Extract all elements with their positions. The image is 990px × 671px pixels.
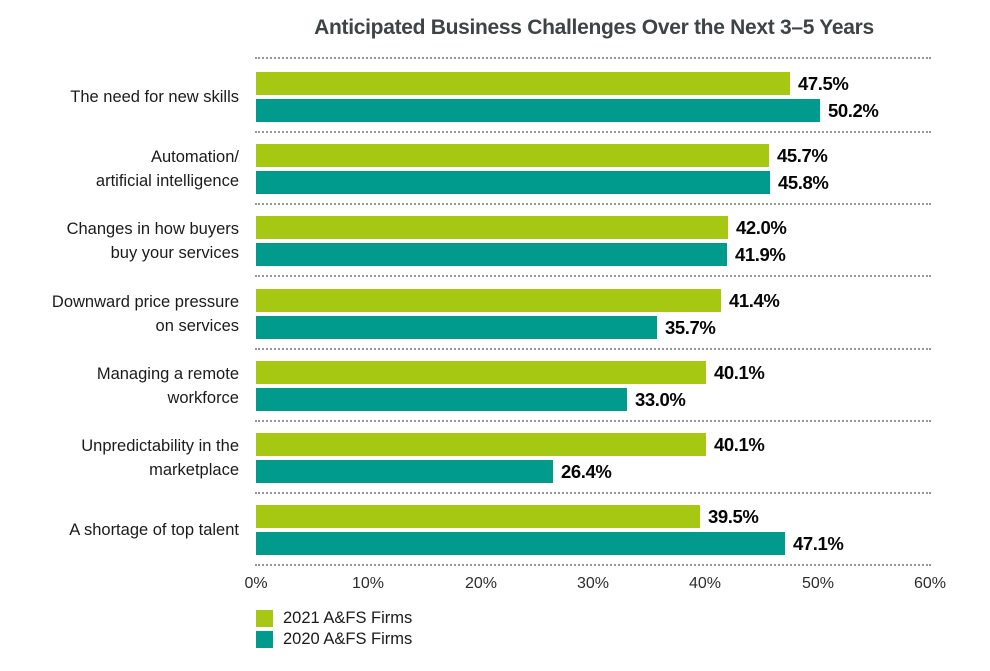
- value-label: 39.5%: [708, 506, 759, 527]
- x-tick-label: 0%: [244, 575, 268, 592]
- bar-2020: [256, 243, 727, 266]
- value-label: 26.4%: [561, 461, 612, 482]
- category-label: The need for new skills: [8, 85, 239, 109]
- group-separator: [255, 348, 931, 350]
- group-separator: [255, 203, 931, 205]
- bar-2021: [256, 216, 728, 239]
- value-label: 42.0%: [736, 217, 787, 238]
- category-label-line: Changes in how buyers: [66, 220, 239, 238]
- value-label: 47.5%: [798, 73, 849, 94]
- category-label-line: workforce: [167, 389, 239, 407]
- legend: 2021 A&FS Firms 2020 A&FS Firms: [256, 608, 412, 650]
- bar-2020: [256, 532, 785, 555]
- bar-2021: [256, 361, 706, 384]
- value-label: 47.1%: [793, 533, 844, 554]
- x-tick-label: 50%: [801, 575, 835, 592]
- title-separator: [255, 57, 931, 59]
- legend-swatch-2020: [256, 630, 273, 648]
- bar-2020: [256, 460, 553, 483]
- bar-2020: [256, 316, 657, 339]
- chart-title: Anticipated Business Challenges Over the…: [314, 16, 874, 39]
- group-separator: [255, 564, 931, 566]
- category-label-line: Managing a remote: [96, 365, 239, 383]
- bar-2020: [256, 171, 770, 194]
- category-label: Downward price pressure on services: [8, 290, 239, 338]
- category-label: Changes in how buyers buy your services: [8, 217, 239, 265]
- bar-2021: [256, 433, 706, 456]
- legend-item-2020: 2020 A&FS Firms: [256, 629, 412, 649]
- category-label: Unpredictability in the marketplace: [8, 434, 239, 482]
- value-label: 35.7%: [665, 317, 716, 338]
- bar-2020: [256, 388, 627, 411]
- category-label-line: Automation/: [150, 148, 239, 166]
- value-label: 40.1%: [714, 434, 765, 455]
- category-label: Managing a remote workforce: [8, 362, 239, 410]
- value-label: 50.2%: [828, 100, 879, 121]
- group-separator: [255, 420, 931, 422]
- x-tick-label: 10%: [351, 575, 385, 592]
- value-label: 45.8%: [778, 172, 829, 193]
- bar-2021: [256, 505, 700, 528]
- legend-label-2021: 2021 A&FS Firms: [283, 608, 413, 627]
- value-label: 40.1%: [714, 362, 765, 383]
- category-label: Automation/artificial intelligence: [8, 145, 239, 193]
- category-label-line: Downward price pressure: [51, 293, 239, 311]
- category-label-line: Unpredictability in the: [81, 437, 239, 455]
- x-tick-label: 60%: [913, 575, 947, 592]
- bar-2021: [256, 72, 790, 95]
- category-label: A shortage of top talent: [8, 518, 239, 542]
- value-label: 33.0%: [635, 389, 686, 410]
- value-label: 45.7%: [777, 145, 828, 166]
- category-label-line: buy your services: [110, 244, 239, 262]
- x-tick-label: 40%: [688, 575, 722, 592]
- legend-swatch-2021: [256, 609, 273, 627]
- value-label: 41.9%: [735, 244, 786, 265]
- value-label: 41.4%: [729, 290, 780, 311]
- bar-2020: [256, 99, 820, 122]
- category-label-line: on services: [155, 317, 239, 335]
- group-separator: [255, 275, 931, 277]
- group-separator: [255, 492, 931, 494]
- x-tick-label: 20%: [464, 575, 498, 592]
- category-label-line: A shortage of top talent: [69, 521, 239, 539]
- category-label-line: marketplace: [149, 461, 239, 479]
- bar-2021: [256, 289, 721, 312]
- category-label-line: The need for new skills: [70, 88, 239, 106]
- x-tick-label: 30%: [576, 575, 610, 592]
- group-separator: [255, 131, 931, 133]
- legend-label-2020: 2020 A&FS Firms: [283, 629, 413, 648]
- category-label-line: artificial intelligence: [95, 172, 239, 190]
- legend-item-2021: 2021 A&FS Firms: [256, 608, 412, 628]
- bar-2021: [256, 144, 769, 167]
